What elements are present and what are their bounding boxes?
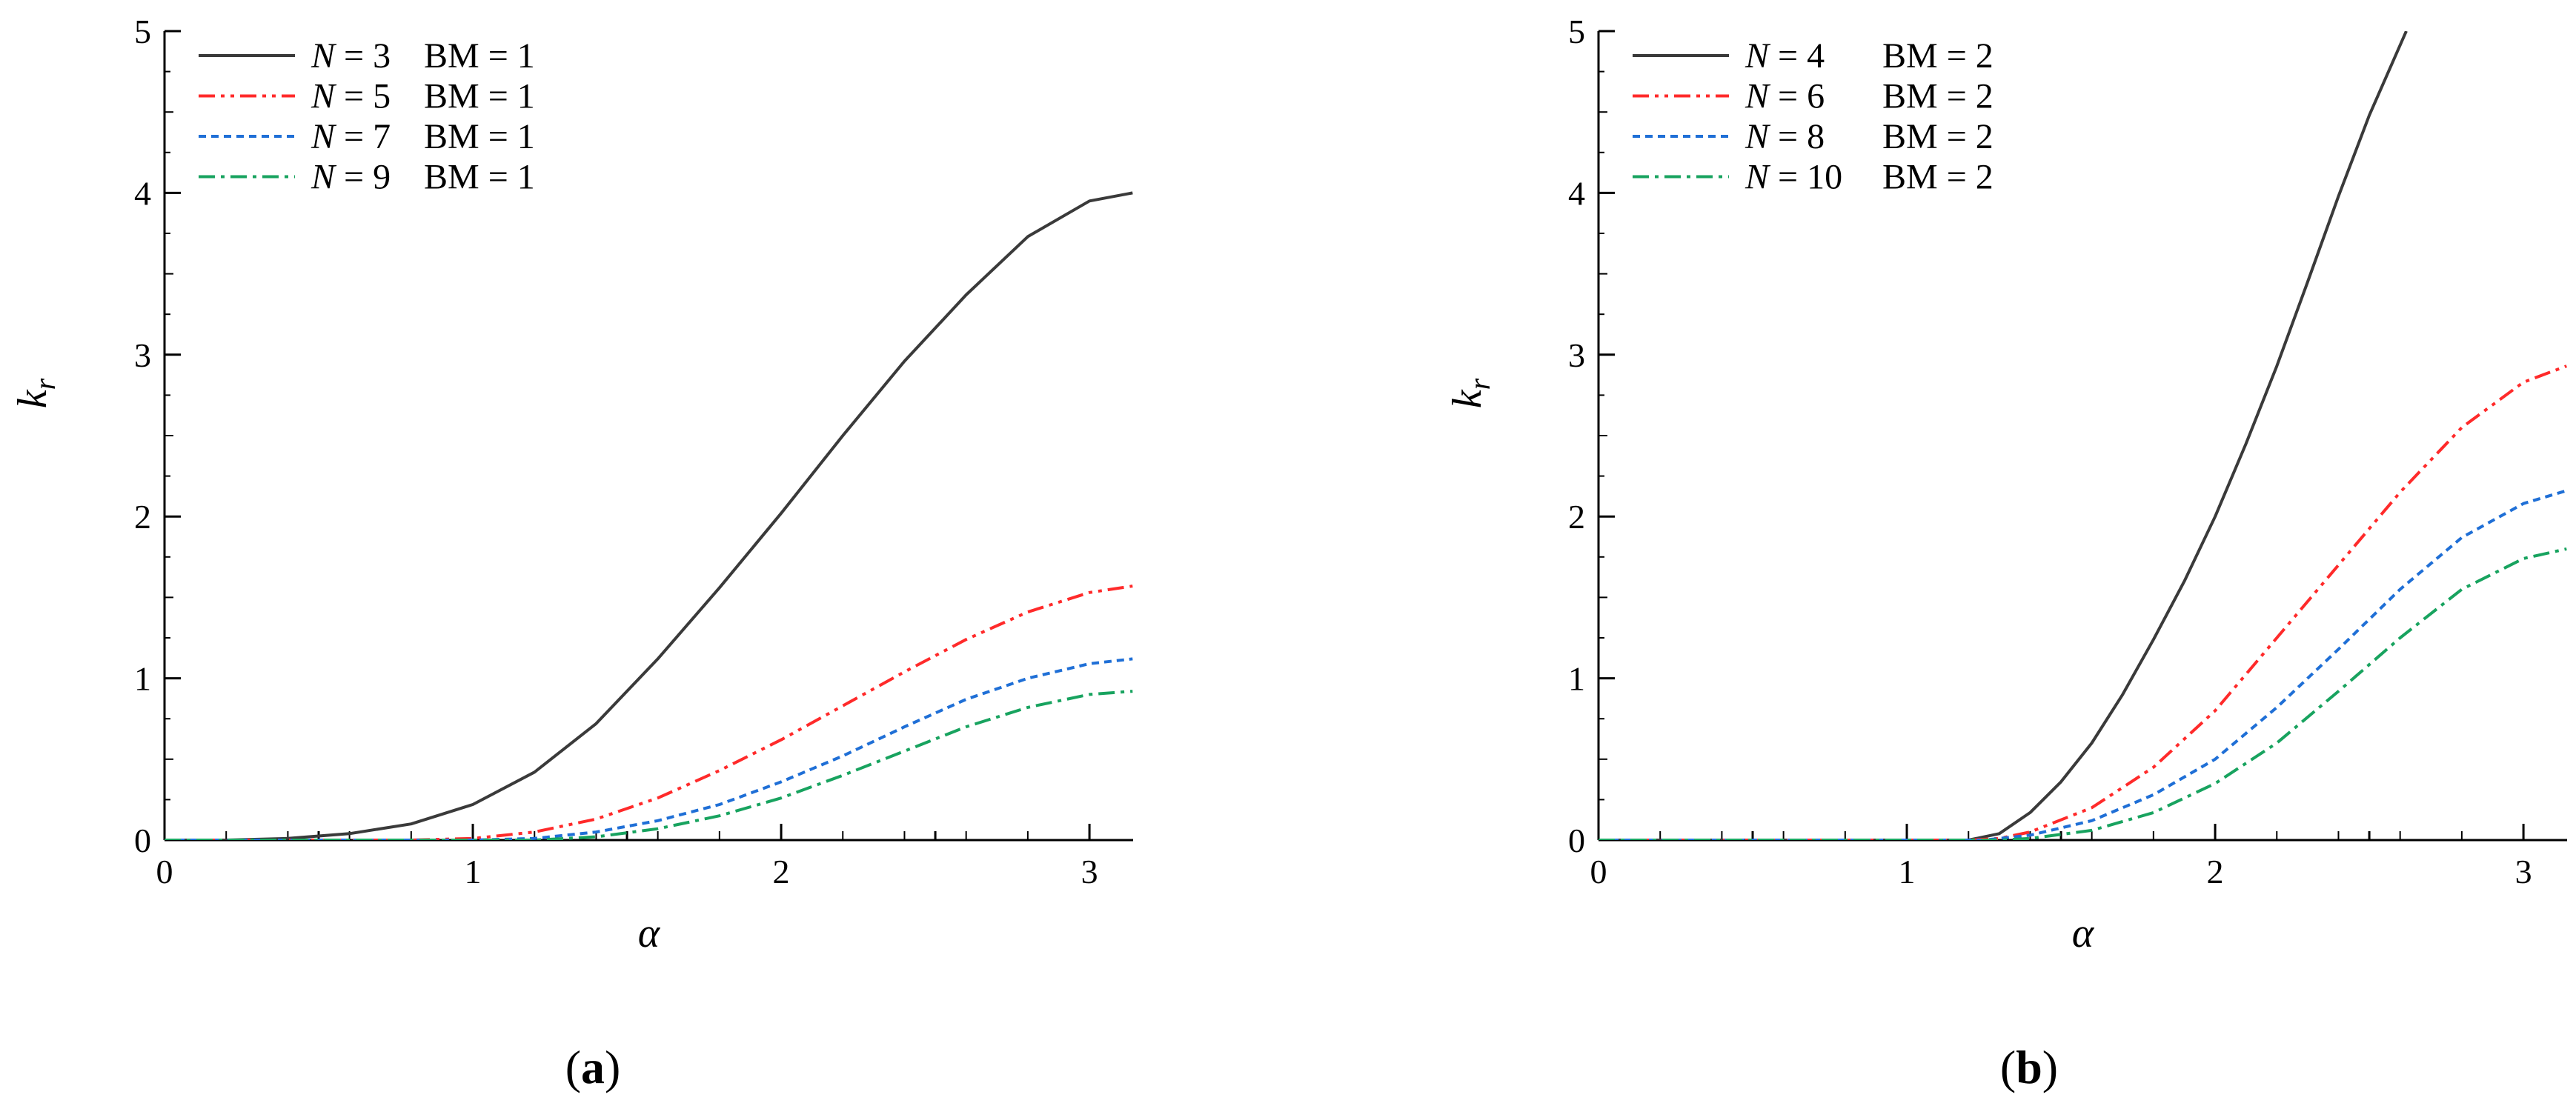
x-tick-label: 2 xyxy=(2207,853,2224,890)
legend-label-bm: BM = 2 xyxy=(1882,158,1994,197)
x-tick-label: 2 xyxy=(773,853,790,890)
legend-label-n: N = 9 xyxy=(311,158,391,197)
legend-label-n: N = 4 xyxy=(1745,36,1825,76)
x-tick-label: 0 xyxy=(156,853,173,890)
x-tick-label: 1 xyxy=(1899,853,1916,890)
series-line-3 xyxy=(1599,489,2567,840)
y-tick-label: 1 xyxy=(1568,660,1585,698)
series-line-2 xyxy=(1599,364,2567,840)
y-tick-label: 1 xyxy=(134,660,151,698)
series-line-1 xyxy=(1599,31,2408,840)
legend: N = 4 BM = 2 N = 6 BM = 2 N = 8 BM = 2 N = 10 B… xyxy=(1633,36,1994,197)
y-axis-label-subscript: r xyxy=(28,378,62,390)
x-tick-label: 0 xyxy=(1590,853,1607,890)
series-line-4 xyxy=(1599,547,2567,840)
y-tick-label: 5 xyxy=(1568,13,1585,50)
legend-label-n: N = 8 xyxy=(1745,117,1825,156)
series-group xyxy=(1599,31,2567,840)
y-tick-label: 0 xyxy=(1568,822,1585,859)
panel-label: (a) xyxy=(565,1041,621,1093)
series-line-4 xyxy=(165,690,1133,840)
y-tick-label: 0 xyxy=(134,822,151,859)
series-line-1 xyxy=(165,191,1133,840)
legend-label-bm: BM = 2 xyxy=(1882,77,1994,116)
x-tick-label: 3 xyxy=(1081,853,1098,890)
series-line-2 xyxy=(165,585,1133,840)
legend-label-n: N = 5 xyxy=(311,77,391,116)
x-tick-label: 1 xyxy=(465,853,482,890)
y-axis-label: kr xyxy=(10,378,62,408)
legend-label-n: N = 7 xyxy=(311,117,391,156)
legend-label-bm: BM = 1 xyxy=(424,77,535,116)
legend-label-n: N = 6 xyxy=(1745,77,1825,116)
panel-b: 0 1 2 3 0 1 2 3 4 5 α kr N = 4 BM = 2 N = 6 BM = 2 N = 8… xyxy=(1444,13,2567,1093)
legend-label-n: N = 3 xyxy=(311,36,391,76)
y-tick-label: 3 xyxy=(134,336,151,374)
y-axis-label-main: k xyxy=(10,389,56,408)
legend-label-bm: BM = 1 xyxy=(424,117,535,156)
legend: N = 3 BM = 1 N = 5 BM = 1 N = 7 BM = 1 N = 9 BM… xyxy=(199,36,535,197)
y-tick-label: 4 xyxy=(134,174,151,212)
y-tick-label: 2 xyxy=(1568,498,1585,536)
legend-label-bm: BM = 1 xyxy=(424,158,535,197)
panel-label: (b) xyxy=(2000,1041,2058,1093)
series-line-3 xyxy=(165,657,1133,840)
panel-a: 0 1 2 3 0 1 2 3 4 5 α kr N = 3 BM = 1 N = 5 BM = 1 N = 7… xyxy=(10,13,1133,1093)
series-group xyxy=(165,191,1133,840)
x-tick-label: 3 xyxy=(2515,853,2532,890)
x-axis-label: α xyxy=(2072,910,2095,956)
legend-label-bm: BM = 1 xyxy=(424,36,535,76)
legend-label-bm: BM = 2 xyxy=(1882,36,1994,76)
y-axis-label-main: k xyxy=(1444,389,1490,408)
y-tick-label: 5 xyxy=(134,13,151,50)
y-tick-label: 4 xyxy=(1568,174,1585,212)
x-axis-label: α xyxy=(638,910,661,956)
legend-label-bm: BM = 2 xyxy=(1882,117,1994,156)
y-axis-label-subscript: r xyxy=(1463,378,1496,390)
legend-label-n: N = 10 xyxy=(1745,158,1842,197)
y-tick-label: 2 xyxy=(134,498,151,536)
y-tick-label: 3 xyxy=(1568,336,1585,374)
y-axis-label: kr xyxy=(1444,378,1496,408)
